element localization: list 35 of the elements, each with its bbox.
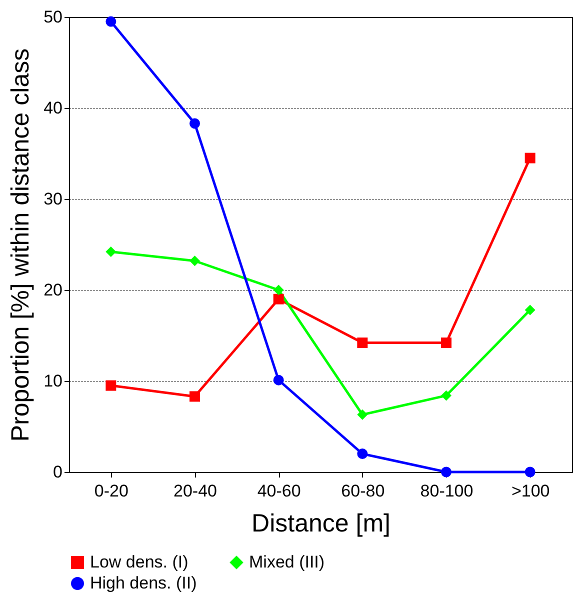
legend-label: Low dens. (I): [90, 552, 188, 572]
point: [190, 118, 200, 129]
x-tick-label: 80-100: [420, 482, 474, 500]
legend-label: High dens. (II): [90, 574, 197, 592]
point: [357, 409, 368, 420]
point: [441, 338, 452, 348]
point: [524, 152, 536, 164]
y-tick-label: 30: [44, 190, 62, 208]
x-axis-title: Distance [m]: [252, 510, 390, 538]
point: [106, 246, 116, 258]
x-tick-label: 0-20: [94, 482, 128, 500]
point: [524, 304, 536, 316]
legend-label: Mixed (III): [249, 552, 325, 572]
point: [106, 380, 116, 391]
point: [524, 466, 536, 478]
y-axis-title: Proportion [%] within distance class: [6, 48, 35, 442]
point: [106, 16, 116, 27]
point: [273, 284, 284, 296]
point: [190, 256, 200, 266]
point: [441, 390, 452, 401]
y-tick-label: 10: [44, 372, 62, 390]
x-tick-label: 40-60: [257, 482, 301, 500]
y-tick-label: 0: [53, 462, 62, 482]
point: [357, 338, 368, 348]
x-tick-label: 60-80: [341, 482, 385, 500]
x-tick-label: >100: [511, 482, 550, 500]
y-tick-label: 50: [44, 8, 62, 26]
point: [441, 466, 452, 478]
point: [357, 448, 368, 460]
point: [273, 294, 284, 304]
point: [273, 374, 284, 386]
x-tick-label: 20-40: [174, 482, 217, 500]
point: [190, 391, 200, 402]
y-tick-label: 40: [44, 98, 62, 118]
y-tick-label: 20: [44, 280, 62, 300]
